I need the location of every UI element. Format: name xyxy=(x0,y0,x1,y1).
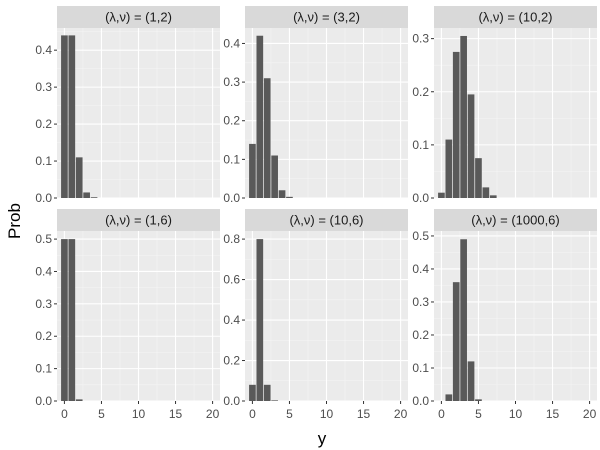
y-tick-label: 0.2 xyxy=(223,354,240,368)
x-tick-label: 15 xyxy=(546,407,560,421)
bar xyxy=(256,35,264,199)
facet-panel: (λ,ν) = (1,6) 0.0 0.1 0.2 0.3 0.4 0.5 0 5 10 15 20 xyxy=(35,209,220,421)
bar xyxy=(475,399,482,401)
x-axis-title: y xyxy=(318,429,327,448)
x-tick-label: 10 xyxy=(320,407,334,421)
bar xyxy=(467,361,475,401)
facet-strip xyxy=(434,209,597,231)
bar xyxy=(75,399,83,401)
facet-panel: (λ,ν) = (10,6) 0.0 0.2 0.4 0.6 0.8 0 5 10 15 20 xyxy=(223,209,408,421)
bar xyxy=(271,400,278,401)
bar xyxy=(61,239,68,401)
y-tick-label: 0.3 xyxy=(35,297,52,311)
y-tick-label: 0.3 xyxy=(223,75,240,89)
y-tick-label: 0.2 xyxy=(223,114,240,128)
facet-panel: (λ,ν) = (10,2) 0.0 0.1 0.2 0.3 xyxy=(412,6,597,205)
bar xyxy=(256,239,264,401)
x-tick-label: 20 xyxy=(394,407,408,421)
facet-strip-label: (λ,ν) = (1,6) xyxy=(105,213,172,228)
y-tick-label: 0.0 xyxy=(223,394,240,408)
x-tick-label: 5 xyxy=(286,407,293,421)
bar xyxy=(460,35,467,198)
bar xyxy=(263,384,271,401)
y-tick-label: 0.4 xyxy=(35,264,52,278)
x-tick-label: 15 xyxy=(169,407,183,421)
x-tick-label: 5 xyxy=(475,407,482,421)
bar xyxy=(445,394,453,401)
facet-panel: (λ,ν) = (1,2) 0.0 0.1 0.2 0.3 0.4 xyxy=(35,6,220,205)
facet-strip xyxy=(57,6,220,28)
x-tick-label: 20 xyxy=(583,407,597,421)
y-tick-label: 0.3 xyxy=(412,32,429,46)
y-tick-label: 0.5 xyxy=(412,229,429,243)
y-tick-label: 0.4 xyxy=(35,43,52,57)
bar xyxy=(286,196,293,198)
y-tick-label: 0.0 xyxy=(412,394,429,408)
x-tick-label: 15 xyxy=(357,407,371,421)
x-tick-label: 0 xyxy=(249,407,256,421)
bar xyxy=(489,195,497,198)
bar xyxy=(90,197,98,198)
y-tick-label: 0.1 xyxy=(35,154,52,168)
bar xyxy=(271,155,278,198)
facet-strip xyxy=(57,209,220,231)
x-tick-label: 5 xyxy=(98,407,105,421)
y-tick-label: 0.0 xyxy=(412,191,429,205)
y-tick-label: 0.0 xyxy=(35,191,52,205)
y-tick-label: 0.1 xyxy=(412,138,429,152)
bar xyxy=(68,239,76,401)
y-tick-label: 0.6 xyxy=(223,273,240,287)
facet-strip xyxy=(245,6,408,28)
facet-strip-label: (λ,ν) = (3,2) xyxy=(293,10,360,25)
y-tick-label: 0.4 xyxy=(223,36,240,50)
y-tick-label: 0.8 xyxy=(223,232,240,246)
y-tick-label: 0.2 xyxy=(35,117,52,131)
bar xyxy=(467,94,475,198)
facet-panels: (λ,ν) = (1,2)0.00.10.20.30.4(λ,ν) = (3,2… xyxy=(35,6,597,421)
bar xyxy=(68,35,76,199)
bar xyxy=(75,157,83,198)
y-tick-label: 0.5 xyxy=(35,232,52,246)
facet-strip-label: (λ,ν) = (10,2) xyxy=(478,10,552,25)
bar xyxy=(249,143,256,198)
bar xyxy=(482,187,490,198)
bar xyxy=(460,239,467,401)
bar xyxy=(263,78,271,198)
y-tick-label: 0.4 xyxy=(223,313,240,327)
x-tick-label: 0 xyxy=(438,407,445,421)
facet-strip-label: (λ,ν) = (1000,6) xyxy=(471,213,560,228)
bar xyxy=(452,282,460,401)
facet-strip-label: (λ,ν) = (10,6) xyxy=(289,213,363,228)
y-tick-label: 0.1 xyxy=(223,152,240,166)
bar xyxy=(452,51,460,198)
x-tick-label: 10 xyxy=(132,407,146,421)
bar xyxy=(61,35,68,199)
y-tick-label: 0.1 xyxy=(412,361,429,375)
y-tick-label: 0.0 xyxy=(223,191,240,205)
bar xyxy=(249,384,256,401)
x-tick-label: 20 xyxy=(206,407,220,421)
x-tick-label: 10 xyxy=(509,407,523,421)
facet-strip xyxy=(245,209,408,231)
facet-strip-label: (λ,ν) = (1,2) xyxy=(105,10,172,25)
y-tick-label: 0.2 xyxy=(412,328,429,342)
y-axis-title: Prob xyxy=(5,203,24,239)
y-tick-label: 0.4 xyxy=(412,262,429,276)
y-tick-label: 0.2 xyxy=(35,329,52,343)
bar xyxy=(438,192,445,198)
y-tick-label: 0.3 xyxy=(412,295,429,309)
y-tick-label: 0.2 xyxy=(412,85,429,99)
bar xyxy=(475,158,482,198)
y-tick-label: 0.3 xyxy=(35,80,52,94)
bar xyxy=(83,192,90,198)
facet-panel: (λ,ν) = (1000,6) 0.0 0.1 0.2 0.3 0.4 0.5 0 5 10 15… xyxy=(412,209,597,421)
x-tick-label: 0 xyxy=(61,407,68,421)
bar xyxy=(278,190,286,198)
bar xyxy=(445,139,453,198)
facet-panel: (λ,ν) = (3,2) 0.0 0.1 0.2 0.3 0.4 xyxy=(223,6,408,205)
y-tick-label: 0.1 xyxy=(35,362,52,376)
facet-strip xyxy=(434,6,597,28)
y-tick-label: 0.0 xyxy=(35,394,52,408)
